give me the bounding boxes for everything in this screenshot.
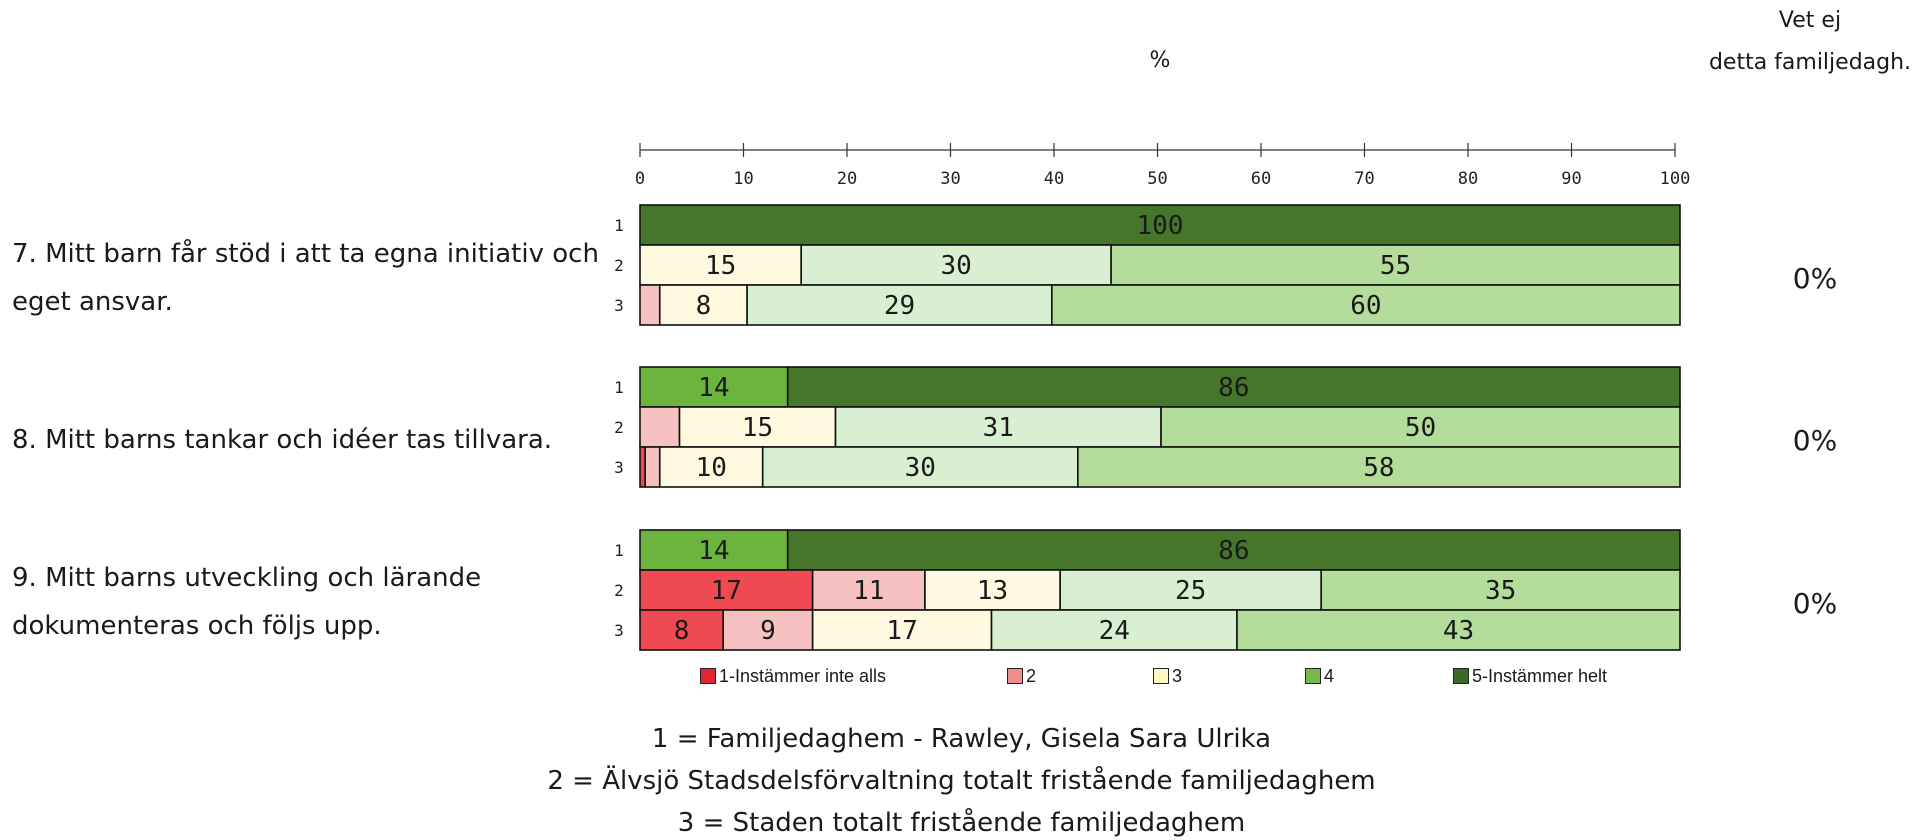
bar-segment — [1236, 609, 1681, 651]
bar-segment — [1110, 244, 1681, 286]
bar-data-label: 58 — [1363, 453, 1394, 483]
bar-segment — [786, 366, 1681, 408]
footnote-group-1: 1 = Familjedaghem - Rawley, Gisela Sara … — [651, 724, 1272, 754]
dont-know-value-7: 0% — [1792, 262, 1838, 295]
bar-data-label: 10 — [696, 453, 727, 483]
bar-segment — [678, 406, 837, 448]
x-tick-label-30: 30 — [940, 169, 960, 189]
legend-label-1: 1-Instämmer inte alls — [719, 665, 887, 686]
bar-data-label: 55 — [1380, 251, 1411, 281]
percent-axis-title: % — [1149, 48, 1171, 73]
question-label-7: 7. Mitt barn får stöd i att ta egna init… — [12, 239, 599, 317]
row-group-label: 1 — [614, 378, 624, 397]
bar-segment — [1051, 284, 1681, 326]
row-group-label: 3 — [614, 458, 624, 477]
bar-data-label: 15 — [742, 413, 773, 443]
bar-segment — [1077, 446, 1681, 488]
row-group-label: 2 — [614, 581, 624, 600]
row-group-label: 2 — [614, 256, 624, 275]
row-group-label: 1 — [614, 216, 624, 235]
x-tick-label-40: 40 — [1044, 169, 1064, 189]
bar-data-label: 17 — [886, 616, 917, 646]
bar-segment — [761, 446, 1079, 488]
x-tick-label-90: 90 — [1561, 169, 1581, 189]
bar-segment — [658, 446, 764, 488]
bar-data-label: 50 — [1405, 413, 1436, 443]
legend-item-1: 1-Instämmer inte alls — [700, 666, 886, 686]
bar-data-label: 9 — [760, 616, 776, 646]
x-tick-label-70: 70 — [1354, 169, 1374, 189]
question-label-8: 8. Mitt barns tankar och idéer tas tillv… — [12, 425, 553, 455]
bar-segment — [834, 406, 1162, 448]
bar-segment — [639, 406, 681, 448]
legend-label-2: 2 — [1026, 665, 1037, 686]
legend-item-4: 4 — [1305, 666, 1334, 686]
x-tick-label-60: 60 — [1251, 169, 1271, 189]
bar-data-label: 8 — [696, 291, 712, 321]
question-label-9: 9. Mitt barns utveckling och lärande dok… — [12, 563, 482, 641]
legend-swatch-5 — [1453, 668, 1469, 684]
bar-segment — [644, 446, 661, 488]
row-group-label: 3 — [614, 296, 624, 315]
row-group-label: 3 — [614, 621, 624, 640]
x-tick-label-20: 20 — [837, 169, 857, 189]
bar-segment — [786, 529, 1681, 571]
bar-segment — [924, 569, 1061, 611]
dont-know-value-9: 0% — [1792, 587, 1838, 620]
bar-segment — [811, 609, 993, 651]
bar-data-label: 60 — [1350, 291, 1381, 321]
bar-segment — [800, 244, 1112, 286]
legend-swatch-2 — [1007, 668, 1023, 684]
bar-data-label: 30 — [941, 251, 972, 281]
dont-know-header-line2: detta familjedagh. — [1708, 50, 1912, 75]
footnote-group-3: 3 = Staden totalt fristående familjedagh… — [677, 808, 1246, 838]
x-tick-label-0: 0 — [635, 169, 645, 189]
x-tick-label-100: 100 — [1660, 169, 1691, 189]
footnote-group-2: 2 = Älvsjö Stadsdelsförvaltning totalt f… — [547, 766, 1376, 796]
legend-item-5: 5-Instämmer helt — [1453, 666, 1607, 686]
legend-label-5: 5-Instämmer helt — [1472, 665, 1608, 686]
x-tick-label-80: 80 — [1458, 169, 1478, 189]
bar-data-label: 13 — [977, 576, 1008, 606]
bar-data-label: 15 — [705, 251, 736, 281]
bar-data-label: 11 — [853, 576, 884, 606]
bar-data-label: 14 — [698, 536, 729, 566]
bar-data-label: 31 — [983, 413, 1014, 443]
legend-label-3: 3 — [1172, 665, 1183, 686]
bar-segment — [658, 284, 748, 326]
dont-know-value-8: 0% — [1792, 424, 1838, 457]
bar-data-label: 25 — [1175, 576, 1206, 606]
legend-label-4: 4 — [1324, 665, 1335, 686]
bar-data-label: 17 — [711, 576, 742, 606]
legend-swatch-4 — [1305, 668, 1321, 684]
bar-data-label: 14 — [698, 373, 729, 403]
bar-segment — [639, 609, 724, 651]
bar-data-label: 43 — [1443, 616, 1474, 646]
bar-segment — [639, 204, 1681, 246]
bar-data-label: 86 — [1218, 373, 1249, 403]
dont-know-header-line1: Vet ej — [1778, 8, 1842, 33]
legend-swatch-1 — [700, 668, 716, 684]
bar-segment — [639, 529, 789, 571]
bar-data-label: 24 — [1099, 616, 1130, 646]
legend-swatch-3 — [1153, 668, 1169, 684]
legend-item-2: 2 — [1007, 666, 1036, 686]
bar-data-label: 29 — [884, 291, 915, 321]
bar-data-label: 30 — [905, 453, 936, 483]
x-tick-label-50: 50 — [1147, 169, 1167, 189]
bar-data-label: 100 — [1137, 211, 1184, 241]
bar-data-label: 8 — [674, 616, 690, 646]
row-group-label: 2 — [614, 418, 624, 437]
x-tick-label-10: 10 — [733, 169, 753, 189]
bar-segment — [639, 284, 661, 326]
legend-item-3: 3 — [1153, 666, 1182, 686]
bar-segment — [1059, 569, 1323, 611]
row-group-label: 1 — [614, 541, 624, 560]
bar-segment — [639, 366, 789, 408]
bar-segment — [990, 609, 1238, 651]
bar-data-label: 35 — [1485, 576, 1516, 606]
bar-data-label: 86 — [1218, 536, 1249, 566]
bar-segment — [1160, 406, 1681, 448]
